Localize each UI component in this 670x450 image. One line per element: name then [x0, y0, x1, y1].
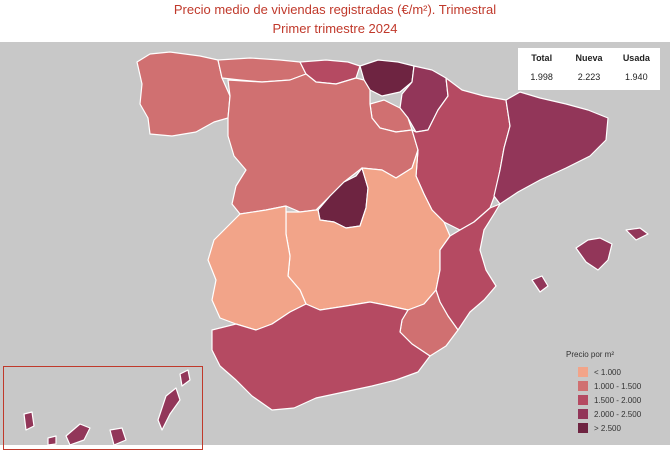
summary-value-nueva: 2.223 [577, 72, 601, 82]
legend-label: 1.000 - 1.500 [594, 381, 642, 391]
legend-swatch [578, 423, 588, 433]
legend-swatch [578, 395, 588, 405]
region-galicia[interactable] [136, 51, 231, 137]
region-canarias-la-palma[interactable] [23, 411, 35, 431]
summary-header-total: Total [531, 53, 553, 63]
legend-label: 2.000 - 2.500 [594, 409, 642, 419]
canary-islands-inset [3, 366, 203, 450]
summary-header-row: Total Nueva Usada [518, 53, 660, 63]
summary-value-usada: 1.940 [625, 72, 648, 82]
legend: Precio por m² < 1.000 1.000 - 1.500 1.50… [566, 350, 641, 435]
region-baleares-mallorca[interactable] [575, 237, 613, 271]
summary-value-row: 1.998 2.223 1.940 [518, 72, 660, 82]
legend-swatch [578, 381, 588, 391]
legend-label: > 2.500 [594, 423, 621, 433]
summary-table: Total Nueva Usada 1.998 2.223 1.940 [518, 48, 660, 90]
legend-item: 1.500 - 2.000 [578, 393, 641, 407]
summary-header-nueva: Nueva [575, 53, 603, 63]
region-canarias-la-gomera[interactable] [47, 435, 57, 445]
legend-swatch [578, 367, 588, 377]
legend-swatch [578, 409, 588, 419]
summary-header-usada: Usada [622, 53, 650, 63]
region-canarias-fuerteventura[interactable] [157, 387, 181, 431]
legend-title: Precio por m² [566, 350, 615, 359]
region-canarias-gran-canaria[interactable] [109, 427, 127, 445]
map-title: Precio medio de viviendas registradas (€… [0, 0, 670, 38]
legend-label: < 1.000 [594, 367, 621, 377]
legend-item: < 1.000 [578, 365, 641, 379]
legend-item: 1.000 - 1.500 [578, 379, 641, 393]
region-baleares-menorca[interactable] [625, 227, 649, 241]
legend-item: 2.000 - 2.500 [578, 407, 641, 421]
legend-label: 1.500 - 2.000 [594, 395, 642, 405]
region-cataluna[interactable] [493, 91, 609, 205]
region-canarias-lanzarote[interactable] [179, 369, 191, 387]
summary-value-total: 1.998 [530, 72, 553, 82]
title-line-1: Precio medio de viviendas registradas (€… [173, 2, 497, 17]
region-baleares-ibiza[interactable] [531, 275, 549, 293]
region-canarias-tenerife[interactable] [65, 423, 91, 445]
title-line-2: Primer trimestre 2024 [272, 21, 398, 36]
legend-item: > 2.500 [578, 421, 641, 435]
region-andalucia[interactable] [211, 301, 431, 411]
